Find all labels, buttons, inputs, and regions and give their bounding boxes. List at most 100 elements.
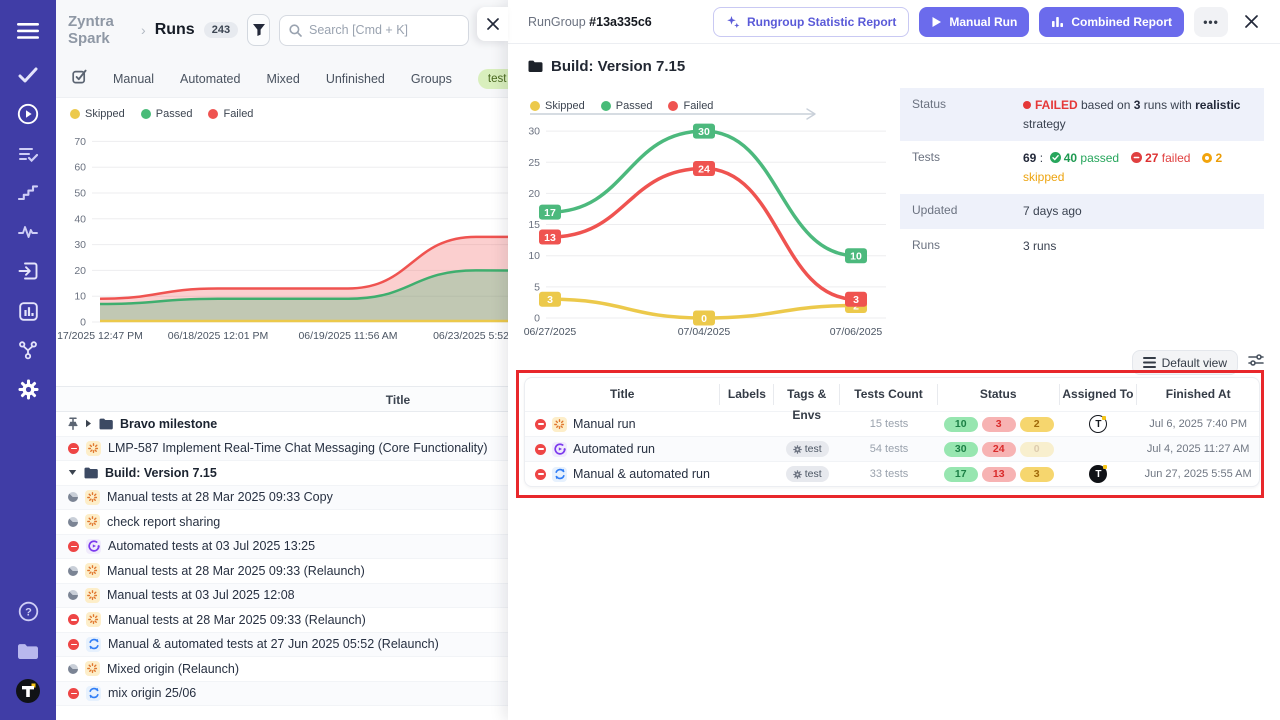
chevron-down-icon[interactable] bbox=[68, 469, 77, 476]
x-tick-label: 17/2025 12:47 PM bbox=[57, 330, 143, 342]
run-title: Bravo milestone bbox=[120, 417, 217, 431]
select-all-icon[interactable] bbox=[72, 69, 87, 89]
in-progress-status-icon bbox=[68, 566, 78, 576]
projects-folder-icon[interactable] bbox=[0, 634, 56, 668]
tag-chip[interactable]: test bbox=[786, 466, 829, 482]
column-header[interactable]: Assigned To bbox=[1060, 384, 1138, 405]
user-avatar[interactable] bbox=[0, 674, 56, 708]
mixed-run-type-icon bbox=[86, 637, 101, 652]
rungroup-heading: Build: Version 7.15 bbox=[528, 58, 685, 75]
rungroup-statistic-report-button[interactable]: Rungroup Statistic Report bbox=[713, 7, 909, 37]
x-tick-label: 06/18/2025 12:01 PM bbox=[168, 330, 268, 342]
tests-check-icon[interactable] bbox=[0, 58, 56, 92]
breadcrumb-project[interactable]: Zyntra Spark bbox=[68, 13, 132, 47]
svg-text:10: 10 bbox=[850, 251, 862, 263]
rungroup-heading-text: Build: Version 7.15 bbox=[551, 58, 685, 75]
column-header[interactable]: Tags & Envs bbox=[774, 384, 840, 405]
x-tick-label: 06/27/2025 bbox=[524, 326, 577, 338]
assignee-avatar[interactable]: T bbox=[1089, 465, 1107, 483]
failed-dot-icon bbox=[1023, 101, 1031, 109]
table-row[interactable]: Manual & automated runtest33 tests17133T… bbox=[525, 461, 1259, 486]
svg-text:20: 20 bbox=[528, 188, 540, 200]
info-label: Runs bbox=[912, 237, 1023, 256]
run-list-row[interactable]: Manual tests at 28 Mar 2025 09:33 (Relau… bbox=[56, 608, 508, 633]
column-header[interactable]: Finished At bbox=[1137, 384, 1259, 405]
svg-text:30: 30 bbox=[74, 239, 86, 251]
skipped-circle-icon bbox=[1202, 153, 1212, 163]
legend-dot bbox=[141, 109, 151, 119]
run-list-row[interactable]: check report sharing bbox=[56, 510, 508, 535]
folder-icon bbox=[528, 60, 543, 73]
column-header[interactable]: Title bbox=[525, 384, 720, 405]
run-list-row[interactable]: Manual & automated tests at 27 Jun 2025 … bbox=[56, 633, 508, 658]
svg-text:10: 10 bbox=[528, 250, 540, 262]
run-title: Manual tests at 28 Mar 2025 09:33 Copy bbox=[107, 490, 333, 504]
folder-icon bbox=[84, 467, 98, 479]
chevron-right-icon[interactable] bbox=[85, 419, 92, 428]
svg-text:30: 30 bbox=[528, 126, 540, 138]
run-title: Mixed origin (Relaunch) bbox=[107, 662, 239, 676]
info-label: Tests bbox=[912, 149, 1023, 186]
drawer-collapse-button[interactable] bbox=[477, 7, 508, 41]
tab-automated[interactable]: Automated bbox=[180, 72, 240, 86]
drawer-close-button[interactable] bbox=[1238, 9, 1264, 35]
analytics-report-icon[interactable] bbox=[0, 294, 56, 328]
manual-run-type-icon bbox=[85, 588, 100, 603]
run-list-row[interactable]: mix origin 25/06 bbox=[56, 682, 508, 707]
run-list-milestone-row[interactable]: Bravo milestone bbox=[56, 412, 508, 437]
run-list-row[interactable]: Automated tests at 03 Jul 2025 13:25 bbox=[56, 535, 508, 560]
status-cell: 17133 bbox=[938, 467, 1060, 482]
runs-count-badge: 243 bbox=[204, 22, 238, 38]
plans-list-icon[interactable] bbox=[0, 137, 56, 171]
import-arrow-icon[interactable] bbox=[0, 254, 56, 288]
run-list-folder-row[interactable]: Build: Version 7.15 bbox=[56, 461, 508, 486]
help-icon[interactable]: ? bbox=[0, 594, 56, 628]
tag-chip[interactable]: test bbox=[786, 441, 829, 457]
filter-funnel-button[interactable] bbox=[247, 14, 270, 46]
assignee-avatar[interactable]: T bbox=[1089, 415, 1107, 433]
svg-text:13: 13 bbox=[544, 232, 556, 244]
tab-mixed[interactable]: Mixed bbox=[266, 72, 299, 86]
failed-status-icon bbox=[535, 419, 546, 430]
table-row[interactable]: Automated runtest54 tests30240Jul 4, 202… bbox=[525, 436, 1259, 461]
info-value: FAILED based on 3 runs with realistic st… bbox=[1023, 96, 1252, 133]
area-chart: 010203040506070 bbox=[56, 124, 508, 328]
milestones-stairs-icon[interactable] bbox=[0, 176, 56, 210]
traceability-branch-icon[interactable] bbox=[0, 333, 56, 367]
tag-filter-pill[interactable]: test work bbox=[478, 69, 508, 89]
search-input[interactable] bbox=[309, 23, 459, 37]
search-box[interactable] bbox=[279, 15, 469, 46]
mixed-run-type-icon bbox=[86, 686, 101, 701]
settings-gear-icon[interactable] bbox=[0, 372, 56, 406]
column-header[interactable]: Status bbox=[938, 384, 1060, 405]
pulse-activity-icon[interactable] bbox=[0, 215, 56, 249]
run-list-row[interactable]: Mixed origin (Relaunch) bbox=[56, 657, 508, 682]
close-icon bbox=[487, 18, 499, 30]
tab-unfinished[interactable]: Unfinished bbox=[326, 72, 385, 86]
check-circle-icon bbox=[1050, 152, 1061, 163]
tab-manual[interactable]: Manual bbox=[113, 72, 154, 86]
list-view-icon bbox=[1143, 357, 1156, 368]
runs-play-icon[interactable] bbox=[0, 97, 56, 131]
combined-report-button[interactable]: Combined Report bbox=[1039, 7, 1184, 37]
column-header[interactable]: Labels bbox=[720, 384, 774, 405]
failed-status-icon bbox=[68, 688, 79, 699]
pin-icon bbox=[68, 417, 78, 430]
table-row[interactable]: Manual run15 tests1032TJul 6, 2025 7:40 … bbox=[525, 411, 1259, 436]
main-header: Zyntra Spark › Runs 243 bbox=[56, 0, 508, 60]
svg-text:60: 60 bbox=[74, 162, 86, 174]
failed-badge: 24 bbox=[982, 442, 1016, 457]
run-list-row[interactable]: Manual tests at 28 Mar 2025 09:33 Copy bbox=[56, 486, 508, 511]
run-list-row[interactable]: Manual tests at 28 Mar 2025 09:33 (Relau… bbox=[56, 559, 508, 584]
manual-run-button[interactable]: Manual Run bbox=[919, 7, 1029, 37]
menu-icon[interactable] bbox=[0, 14, 56, 48]
manual-run-type-icon bbox=[86, 612, 101, 627]
tab-groups[interactable]: Groups bbox=[411, 72, 452, 86]
in-progress-status-icon bbox=[68, 517, 78, 527]
more-actions-button[interactable]: ••• bbox=[1194, 7, 1228, 37]
point-label: 3 bbox=[845, 292, 867, 307]
point-label: 3 bbox=[539, 292, 561, 307]
run-list-row[interactable]: Manual tests at 03 Jul 2025 12:08 bbox=[56, 584, 508, 609]
run-list-row[interactable]: LMP-587 Implement Real-Time Chat Messagi… bbox=[56, 437, 508, 462]
column-header[interactable]: Tests Count bbox=[840, 384, 938, 405]
